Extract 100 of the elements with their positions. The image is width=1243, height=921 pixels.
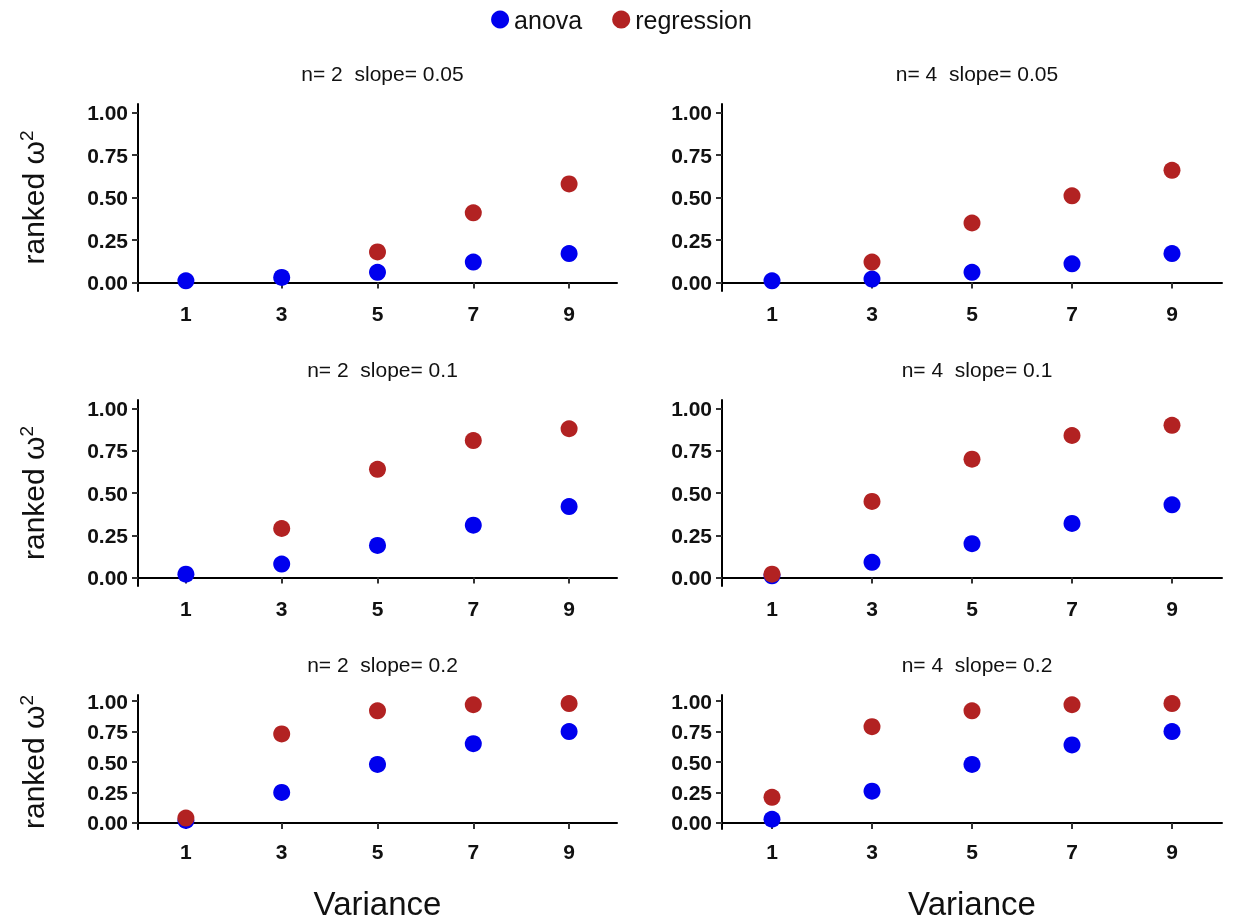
x-tick-label: 9 [1166, 597, 1178, 620]
point [273, 783, 291, 801]
y-tick-label: 0.25 [87, 780, 129, 804]
y-tick-label: 0.50 [671, 750, 712, 774]
y-tick-label: 0.50 [87, 481, 128, 505]
chart-title: n= 4 slope= 0.05 [895, 62, 1059, 85]
chart-title: n= 2 slope= 0.1 [307, 358, 458, 381]
point [273, 725, 291, 743]
y-tick-label: 0.00 [671, 566, 712, 590]
point [273, 268, 291, 286]
y-tick-label: 0.75 [87, 143, 129, 167]
x-tick-label: 1 [180, 597, 193, 620]
point [369, 755, 386, 773]
point [763, 810, 781, 828]
y-tick-label: 0.00 [671, 811, 712, 835]
y-tick-label: 1.00 [87, 396, 128, 420]
point [963, 214, 981, 232]
point [763, 788, 781, 806]
y-tick-label: 0.25 [87, 228, 129, 252]
point [1163, 161, 1181, 179]
point [560, 723, 578, 741]
point [1063, 696, 1081, 714]
point [369, 460, 386, 478]
point [464, 735, 482, 753]
point [963, 702, 981, 720]
x-tick-label: 5 [371, 840, 384, 863]
point [1163, 496, 1181, 514]
y-tick-label: 0.25 [87, 523, 129, 547]
point [863, 253, 881, 271]
y-axis-title: ranked ω2 [16, 130, 50, 265]
point [1063, 255, 1081, 273]
point [560, 420, 578, 438]
x-tick-label: 9 [1166, 840, 1178, 863]
point [369, 263, 386, 281]
x-tick-label: 9 [563, 597, 575, 620]
x-tick-label: 3 [275, 302, 288, 325]
x-tick-label: 7 [467, 840, 480, 863]
chart-title: n= 4 slope= 0.1 [901, 358, 1053, 381]
point [1063, 187, 1081, 205]
y-tick-label: 1.00 [671, 101, 712, 124]
x-tick-label: 7 [467, 302, 480, 325]
point [963, 535, 981, 553]
point [560, 498, 578, 516]
y-tick-label: 0.75 [671, 720, 713, 744]
point [863, 492, 881, 510]
point [1063, 427, 1081, 444]
y-tick-label: 0.00 [87, 271, 128, 294]
x-tick-label: 3 [275, 597, 288, 620]
x-axis-title: Variance [908, 885, 1036, 921]
legend-label: regression [635, 5, 752, 34]
point [1163, 245, 1181, 263]
x-tick-label: 7 [1066, 302, 1078, 325]
legend-label: anova [514, 5, 583, 34]
x-tick-label: 3 [275, 840, 288, 863]
x-tick-label: 7 [1066, 840, 1078, 863]
point [1163, 695, 1181, 713]
point [863, 270, 881, 288]
x-tick-label: 3 [866, 840, 878, 863]
point [1063, 736, 1081, 754]
x-axis-title: Variance [313, 885, 442, 921]
point [560, 695, 578, 713]
y-tick-label: 1.00 [87, 101, 128, 124]
point [464, 516, 482, 534]
y-tick-label: 0.50 [671, 481, 712, 505]
point [763, 272, 781, 290]
point [273, 520, 291, 537]
x-tick-label: 3 [866, 302, 878, 325]
y-tick-label: 1.00 [671, 689, 712, 713]
y-tick-label: 0.25 [671, 228, 713, 252]
point [863, 782, 881, 800]
y-tick-label: 0.75 [87, 439, 129, 463]
y-axis-title: ranked ω2 [16, 694, 50, 830]
y-tick-label: 0.50 [87, 750, 128, 774]
point [464, 253, 482, 271]
point [560, 175, 578, 193]
y-tick-label: 0.50 [671, 186, 712, 209]
y-tick-label: 0.75 [87, 720, 129, 744]
point [863, 718, 881, 736]
y-tick-label: 0.50 [87, 186, 128, 209]
point [963, 755, 981, 773]
y-tick-label: 0.75 [671, 439, 713, 463]
point [369, 536, 386, 554]
x-tick-label: 1 [180, 302, 193, 325]
x-tick-label: 5 [371, 302, 384, 325]
y-tick-label: 1.00 [671, 396, 712, 420]
point [177, 272, 195, 290]
x-tick-label: 5 [371, 597, 384, 620]
point [369, 702, 386, 720]
point [464, 696, 482, 714]
x-tick-label: 9 [563, 840, 575, 863]
x-tick-label: 9 [1166, 302, 1178, 325]
x-tick-label: 7 [467, 597, 480, 620]
y-tick-label: 0.00 [87, 566, 128, 590]
point [273, 555, 291, 573]
chart-title: n= 2 slope= 0.2 [307, 653, 458, 676]
x-tick-label: 5 [966, 840, 979, 863]
x-tick-label: 5 [966, 302, 979, 325]
y-tick-label: 0.75 [671, 143, 713, 167]
x-tick-label: 1 [766, 597, 779, 620]
point [1163, 723, 1181, 741]
